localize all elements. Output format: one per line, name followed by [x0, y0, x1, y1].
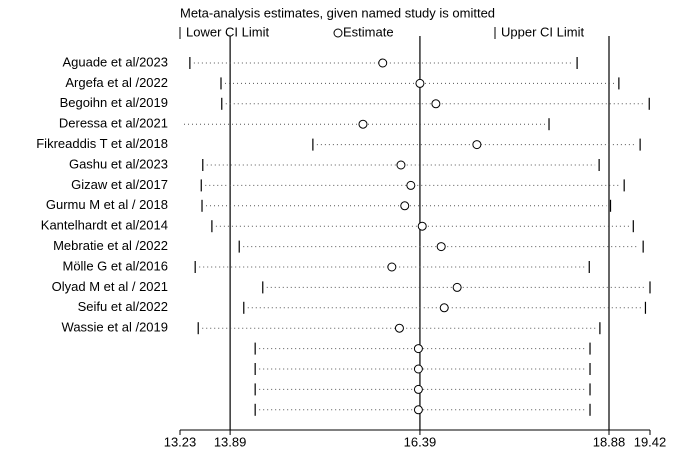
chart-title: Meta-analysis estimates, given named stu… [180, 5, 495, 20]
study-label: Wassie et al /2019 [62, 320, 168, 335]
estimate [406, 180, 416, 190]
study-label: Deressa et al/2021 [59, 116, 168, 131]
estimate [472, 140, 482, 150]
estimate [358, 119, 368, 129]
estimate [394, 323, 404, 333]
x-tick-label: 13.89 [214, 434, 247, 449]
estimate [452, 282, 462, 292]
study-label: Olyad M et al / 2021 [52, 279, 168, 294]
estimate [413, 344, 423, 354]
legend-label: Estimate [343, 24, 394, 39]
study-label: Fikreaddis T et al/2018 [36, 136, 168, 151]
x-tick-label: 13.23 [164, 434, 197, 449]
study-label: Mölle G et al/2016 [62, 258, 168, 273]
x-tick-label: 16.39 [404, 434, 437, 449]
study-label: Mebratie et al /2022 [53, 238, 168, 253]
estimate [439, 303, 449, 313]
x-tick-label: 19.42 [634, 434, 667, 449]
study-label: Kantelhardt et al/2014 [41, 218, 168, 233]
estimate [400, 201, 410, 211]
estimate [436, 242, 446, 252]
estimate [417, 221, 427, 231]
study-label: Gurmu M et al / 2018 [46, 197, 168, 212]
estimate [413, 405, 423, 415]
study-label: Aguade et al/2023 [62, 54, 168, 69]
estimate [431, 99, 441, 109]
estimate [415, 78, 425, 88]
estimate [387, 262, 397, 272]
estimate [378, 58, 388, 68]
estimate [413, 384, 423, 394]
study-label: Gizaw et al/2017 [71, 177, 168, 192]
study-label: Argefa et al /2022 [65, 75, 168, 90]
legend-label: Lower CI Limit [186, 24, 269, 39]
legend-symbol [333, 28, 343, 38]
study-label: Seifu et al/2022 [78, 299, 168, 314]
legend-label: Upper CI Limit [501, 24, 584, 39]
estimate [396, 160, 406, 170]
x-tick-label: 18.88 [593, 434, 626, 449]
estimate [413, 364, 423, 374]
study-label: Begoihn et al/2019 [60, 95, 168, 110]
study-label: Gashu et al/2023 [69, 156, 168, 171]
